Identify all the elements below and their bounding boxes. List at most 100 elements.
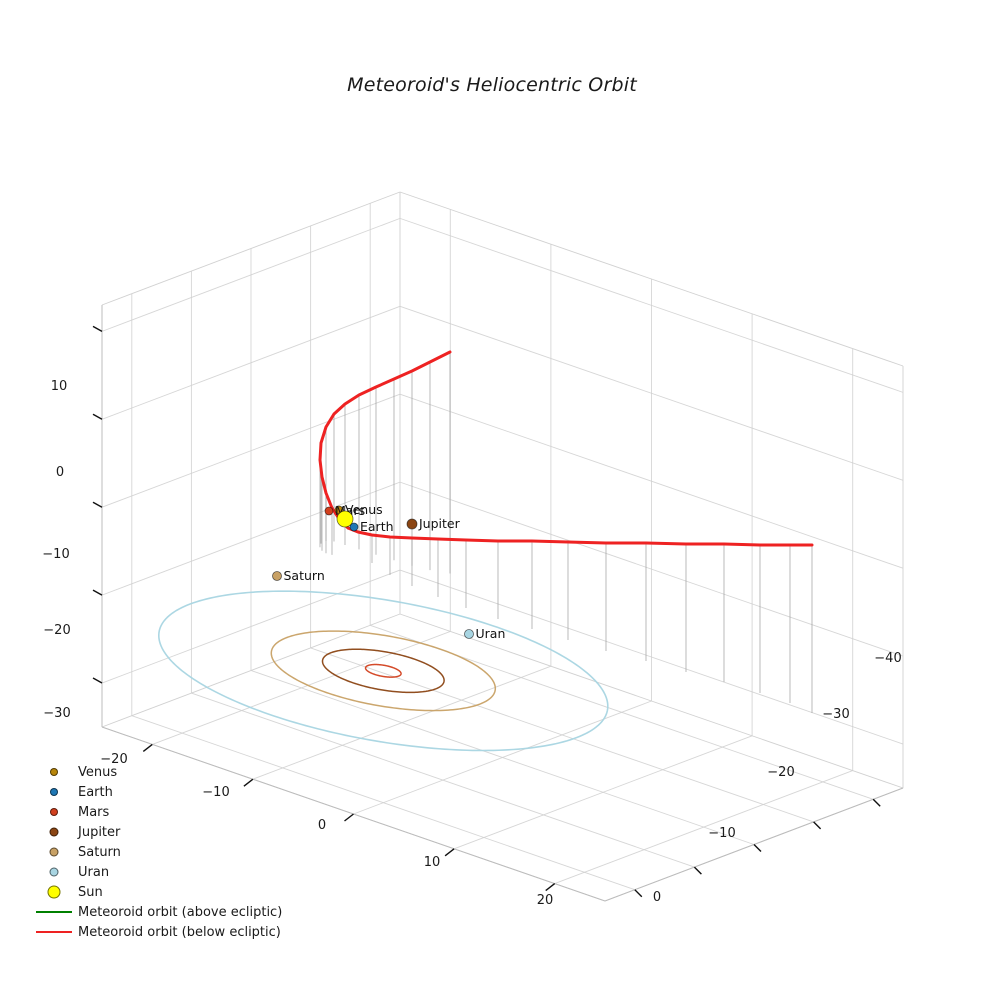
- legend-item[interactable]: Jupiter: [34, 822, 364, 842]
- legend-item-label: Jupiter: [78, 824, 121, 840]
- legend-item[interactable]: Venus: [34, 762, 364, 782]
- legend: Venus Earth Mars Jupiter Saturn Uran Sun Meteor…: [34, 762, 364, 942]
- legend-dot-icon: [49, 847, 59, 857]
- legend-dot-icon: [50, 768, 58, 776]
- z-tick-mark: [92, 501, 103, 508]
- page-title: Meteoroid's Heliocentric Orbit: [347, 74, 637, 96]
- planet-orbit-path: [270, 630, 497, 712]
- legend-item[interactable]: Uran: [34, 862, 364, 882]
- legend-item-label: Meteoroid orbit (above ecliptic): [78, 904, 283, 920]
- grid-line-back: [101, 393, 401, 508]
- y-tick-label: −30: [822, 707, 849, 722]
- pane-edge-side: [399, 191, 904, 367]
- z-tick-label: −30: [43, 706, 70, 721]
- body-marker-earth: [349, 522, 359, 532]
- grid-line-side: [399, 217, 904, 393]
- x-tick-mark: [444, 848, 455, 857]
- x-tick-label: −10: [202, 785, 229, 800]
- legend-item[interactable]: Mars: [34, 802, 364, 822]
- x-tick-mark: [243, 778, 254, 787]
- y-tick-mark: [872, 798, 881, 807]
- x-tick-mark: [142, 743, 153, 752]
- grid-line-floor: [191, 692, 695, 868]
- z-tick-mark: [92, 413, 103, 420]
- tick-labels: −20 −10 0 10 20 0 −10 −20 −30 −40 10 0 −10 −20 −30: [42, 379, 901, 908]
- legend-dot-icon: [50, 808, 58, 816]
- legend-item[interactable]: Earth: [34, 782, 364, 802]
- legend-marker-dot: [34, 882, 74, 902]
- body-marker-saturn: [272, 571, 282, 581]
- z-tick-mark: [92, 325, 103, 332]
- legend-line-icon: [36, 931, 72, 933]
- y-tick-label: −40: [874, 651, 901, 666]
- z-tick-label: −20: [43, 623, 70, 638]
- legend-item[interactable]: Meteoroid orbit (above ecliptic): [34, 902, 364, 922]
- legend-marker-dot: [34, 762, 74, 782]
- y-tick-mark: [813, 821, 822, 830]
- x-tick-mark: [545, 883, 556, 892]
- legend-item[interactable]: Sun: [34, 882, 364, 902]
- body-marker-sun: [336, 510, 354, 528]
- y-tick-mark: [753, 844, 762, 852]
- planet-orbits: [158, 590, 609, 752]
- grid-line-floor: [310, 647, 814, 823]
- y-tick-mark: [634, 889, 643, 898]
- grid-line-back: [101, 217, 401, 332]
- legend-item-label: Saturn: [78, 844, 121, 860]
- legend-marker-dot: [34, 782, 74, 802]
- grid-line-back: [101, 305, 401, 420]
- legend-item-label: Venus: [78, 764, 118, 780]
- z-tick-label: 10: [51, 379, 68, 394]
- x-tick-label: −20: [100, 752, 127, 767]
- body-marker-mars: [324, 506, 334, 516]
- grid-line-floor: [131, 715, 635, 891]
- legend-item[interactable]: Saturn: [34, 842, 364, 862]
- legend-dot-icon: [50, 788, 58, 796]
- legend-item-label: Earth: [78, 784, 113, 800]
- pane-edge-side: [399, 613, 904, 789]
- legend-marker-dot: [34, 842, 74, 862]
- legend-item-label: Meteoroid orbit (below ecliptic): [78, 924, 281, 940]
- grid-line-side: [399, 305, 904, 481]
- legend-dot-icon: [49, 867, 59, 877]
- legend-line-icon: [36, 911, 72, 913]
- grid-line-back: [101, 481, 401, 596]
- grid-line-side: [399, 569, 904, 745]
- legend-marker-dot: [34, 862, 74, 882]
- z-tick-label: 0: [56, 465, 64, 480]
- x-tick-label: 0: [318, 818, 326, 833]
- y-tick-mark: [693, 866, 702, 875]
- grid-line-side: [399, 393, 904, 569]
- body-label-earth: Earth: [360, 519, 394, 534]
- planet-orbit-path: [158, 590, 609, 752]
- z-tick-label: −10: [42, 547, 69, 562]
- body-marker-uran: [464, 629, 474, 639]
- meteoroid-path-below-ecliptic: [346, 526, 814, 547]
- y-tick-label: −10: [708, 826, 735, 841]
- pane-edge-back: [101, 613, 401, 728]
- trajectory-stems: [318, 350, 814, 713]
- axis-spines: [92, 305, 904, 902]
- y-tick-label: −20: [767, 765, 794, 780]
- legend-item-label: Sun: [78, 884, 103, 900]
- body-label-jupiter: Jupiter: [418, 516, 461, 531]
- x-tick-label: 20: [537, 893, 554, 908]
- legend-item[interactable]: Meteoroid orbit (below ecliptic): [34, 922, 364, 942]
- y-tick-label: 0: [653, 890, 661, 905]
- grid-line-back: [101, 569, 401, 684]
- pane-edge-back: [101, 191, 401, 306]
- legend-dot-icon: [47, 885, 61, 899]
- legend-marker-dot: [34, 822, 74, 842]
- z-tick-mark: [92, 677, 103, 684]
- legend-item-label: Uran: [78, 864, 110, 880]
- grid-line-floor: [250, 670, 755, 845]
- x-tick-mark: [344, 813, 354, 822]
- legend-item-label: Mars: [78, 804, 110, 820]
- legend-marker-line: [34, 922, 74, 942]
- body-marker-jupiter: [406, 518, 418, 530]
- planet-orbit-path: [321, 648, 445, 694]
- body-label-venus: Venus: [345, 502, 383, 517]
